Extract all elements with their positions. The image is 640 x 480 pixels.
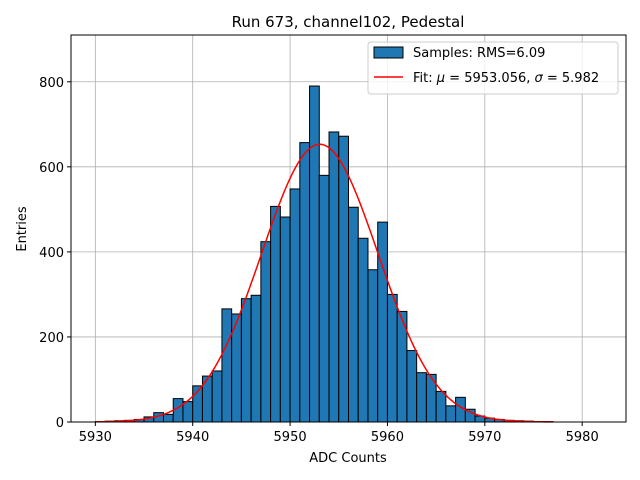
- x-tick-label-2: 5950: [274, 430, 307, 445]
- x-tick-label-4: 5970: [468, 430, 501, 445]
- histogram-bar: [221, 308, 233, 423]
- axis-ticks: 5930 5940 5950 5960 5970 5980 0 200 400 600 800: [39, 76, 599, 445]
- fit-curve: [95, 143, 553, 423]
- x-tick-label-0: 5930: [79, 430, 112, 445]
- legend: Samples: RMS=6.09 Fit: μ = 5953.056, σ =…: [367, 41, 619, 95]
- histogram-bar: [367, 269, 379, 423]
- y-tick-label-4: 800: [39, 76, 64, 91]
- histogram-bar: [240, 298, 252, 423]
- histogram-bar: [377, 221, 388, 423]
- histogram-bar: [357, 237, 369, 423]
- x-tick-label-5: 5980: [566, 430, 599, 445]
- histogram-bar: [211, 370, 223, 423]
- histogram-bar: [435, 390, 447, 423]
- histogram-bar: [182, 401, 194, 423]
- histogram-bar: [309, 85, 320, 423]
- histogram-bar: [318, 174, 330, 423]
- histogram-bar: [328, 131, 340, 423]
- histogram-bar: [289, 188, 301, 423]
- y-tick-label-3: 600: [39, 161, 64, 176]
- histogram-bar: [406, 350, 418, 423]
- histogram-bar: [270, 205, 281, 423]
- chart-title: Run 673, channel102, Pedestal: [232, 13, 465, 31]
- y-tick-label-2: 400: [39, 246, 64, 261]
- histogram-bar: [338, 135, 349, 423]
- x-tick-label-1: 5940: [176, 430, 209, 445]
- histogram-bar: [163, 413, 174, 423]
- legend-histogram-swatch: [373, 46, 404, 59]
- histogram-bar: [416, 372, 427, 423]
- legend-histogram-label: Samples: RMS=6.09: [413, 46, 545, 61]
- plot-frame: [70, 34, 627, 423]
- y-axis-title: Entries: [15, 206, 30, 252]
- histogram-bar: [250, 294, 262, 423]
- histogram-bar: [299, 142, 311, 423]
- histogram-bar: [260, 241, 272, 423]
- histogram-bars: [94, 85, 554, 423]
- histogram-bar: [445, 405, 457, 423]
- legend-box: [367, 41, 619, 95]
- histogram-bar: [279, 216, 291, 423]
- y-tick-label-1: 200: [39, 331, 64, 346]
- y-tick-label-0: 0: [56, 416, 64, 431]
- legend-fit-label: Fit: μ = 5953.056, σ = 5.982: [413, 71, 599, 86]
- histogram-bar: [386, 293, 398, 423]
- histogram-bar: [348, 206, 359, 423]
- x-tick-label-3: 5960: [371, 430, 404, 445]
- x-axis-title: ADC Counts: [309, 451, 387, 466]
